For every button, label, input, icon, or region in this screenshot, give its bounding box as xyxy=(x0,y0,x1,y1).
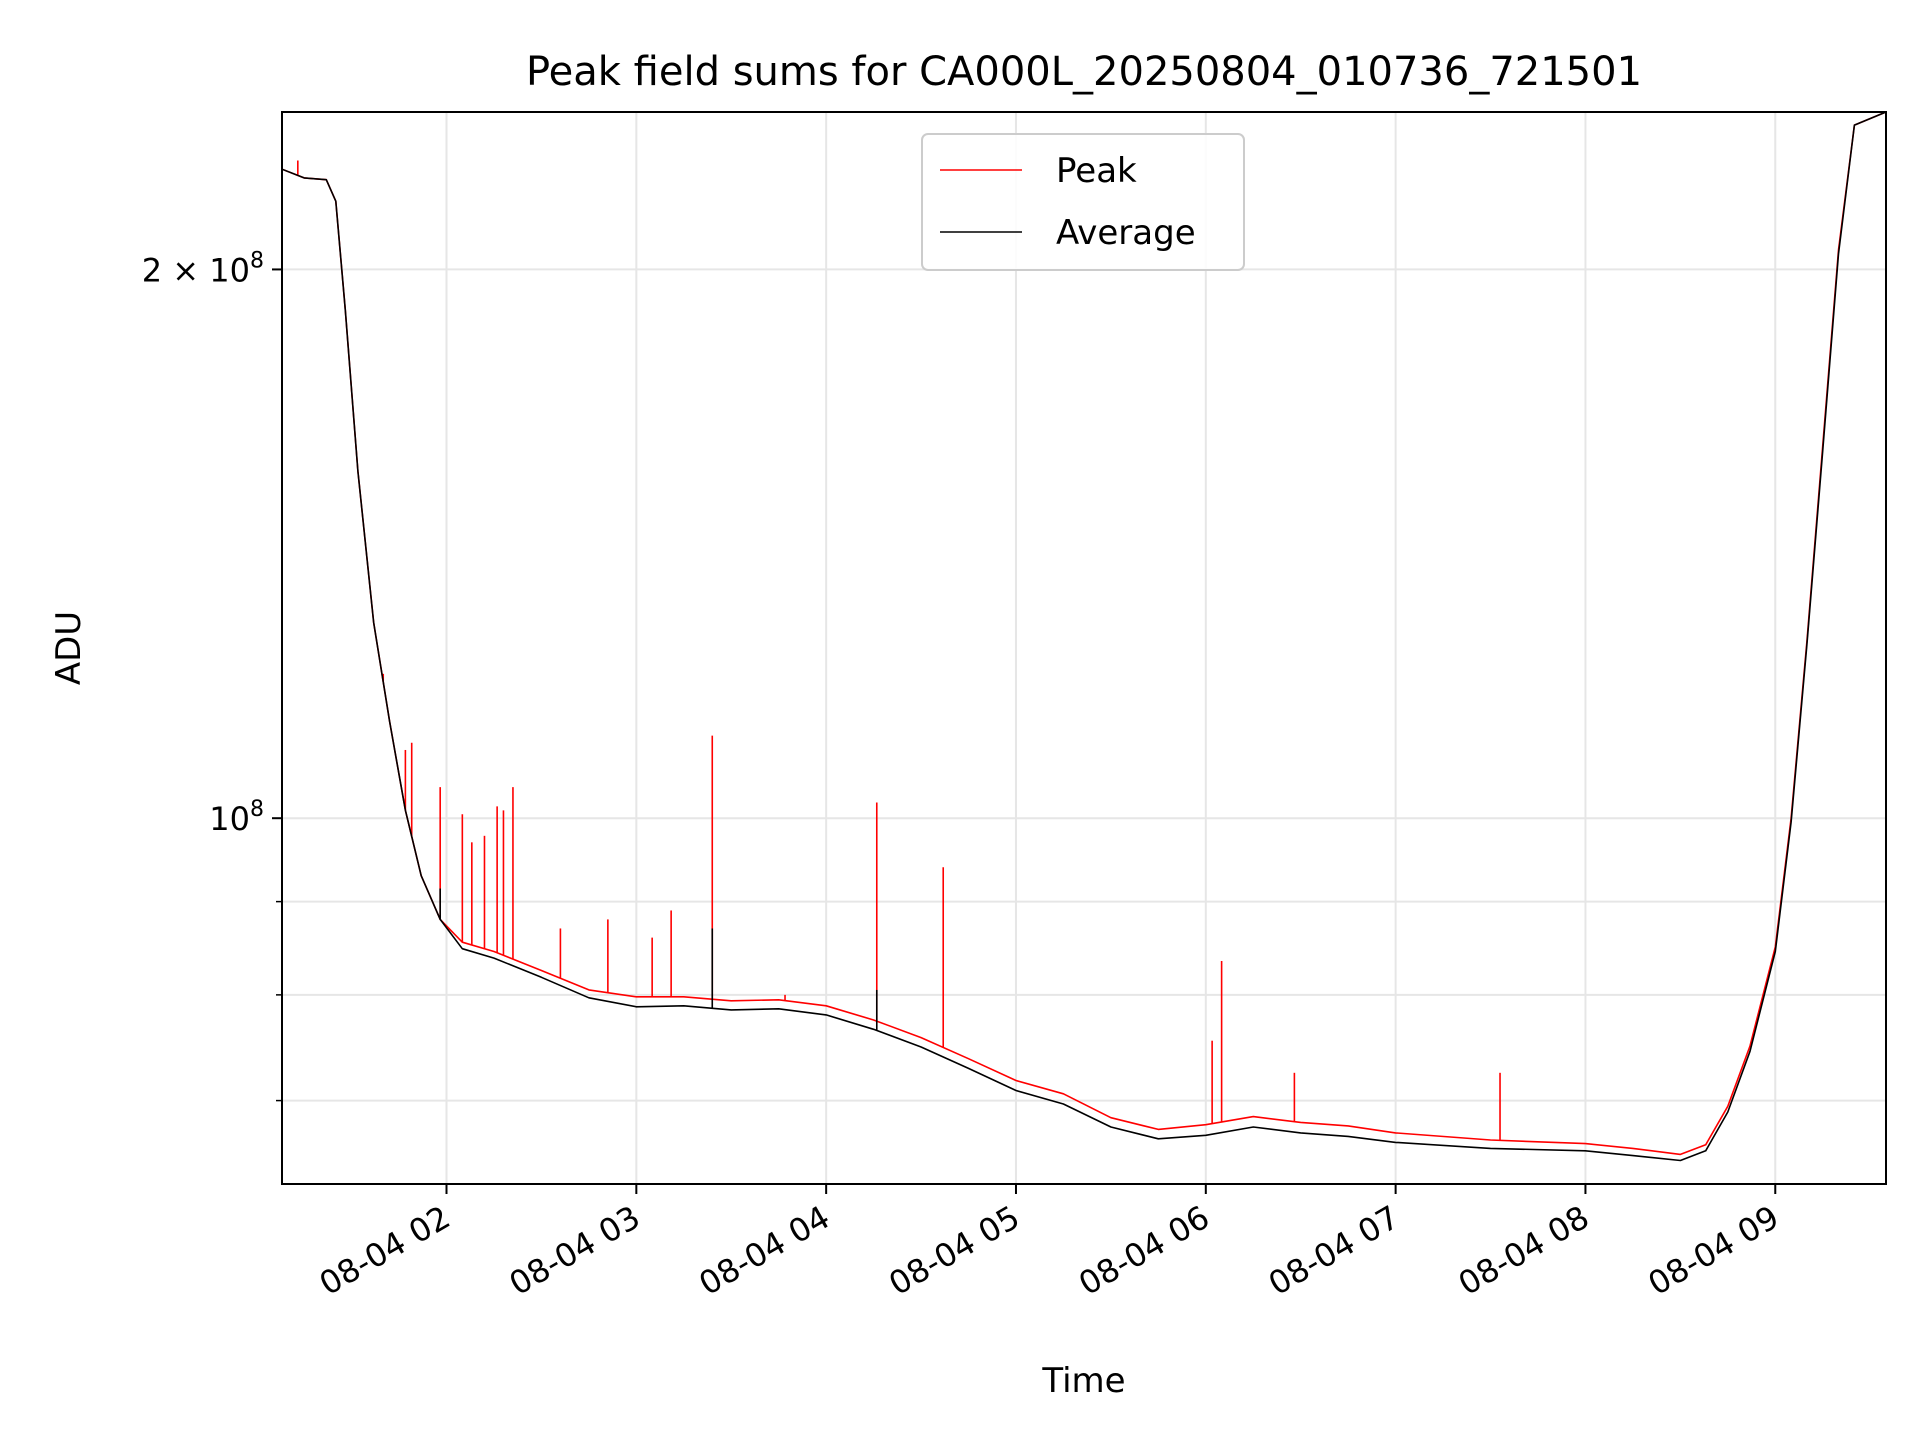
legend: Peak Average xyxy=(921,133,1245,271)
legend-box xyxy=(921,133,1245,271)
y-axis: 108 2 × 108 xyxy=(142,248,282,1102)
series-lines xyxy=(282,112,1886,1162)
legend-label-peak: Peak xyxy=(1056,151,1137,191)
y-tick-label: 108 xyxy=(209,797,264,838)
y-tick-label: 2 × 108 xyxy=(142,248,264,289)
x-axis-label: Time xyxy=(1041,1361,1125,1401)
y-axis-label: ADU xyxy=(49,611,89,685)
chart-title: Peak field sums for CA000L_20250804_0107… xyxy=(526,49,1642,95)
plot-frame xyxy=(281,111,1887,1185)
legend-label-average: Average xyxy=(1056,213,1196,253)
series-line-average xyxy=(282,112,1886,1162)
